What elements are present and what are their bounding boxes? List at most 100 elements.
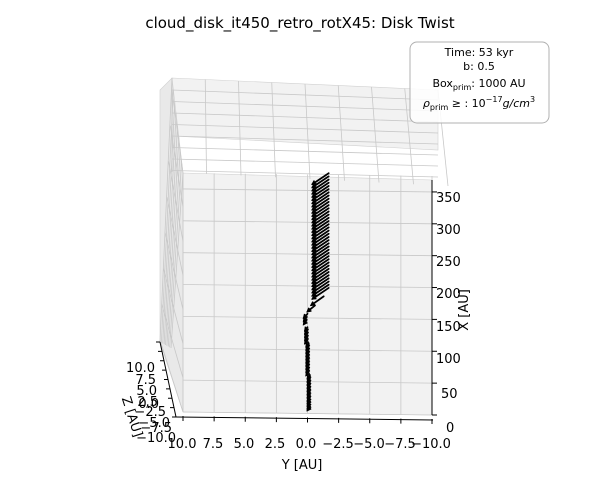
quiver-arrow — [311, 210, 330, 224]
x-tick-labels: 0 50 100 150 200 250 300 350 — [436, 191, 461, 436]
quiver-arrow — [311, 197, 330, 211]
grid-line — [171, 158, 439, 167]
x-tick-label: 150 — [436, 320, 461, 335]
quiver-arrow — [311, 185, 330, 198]
y-tick-label: −5.0 — [353, 437, 385, 452]
x-tick-label: 0 — [446, 421, 454, 436]
quiver-arrow — [311, 236, 330, 249]
quiver-arrow — [311, 188, 330, 201]
quiver-arrow — [311, 178, 330, 192]
grid-line — [337, 85, 345, 181]
x-tick-label: 300 — [436, 223, 461, 238]
z-tick-label: −5.0 — [138, 416, 170, 431]
axes — [156, 180, 437, 424]
grid-line — [165, 125, 178, 346]
grid-line — [159, 339, 184, 413]
legend-rho-exp: −17 — [486, 95, 503, 104]
quiver-arrow — [306, 304, 316, 313]
quiver-arrow — [304, 326, 309, 332]
legend-impact-parameter: b: 0.5 — [463, 60, 495, 73]
legend-rho-unit: g/cm — [503, 97, 530, 110]
grid-line — [171, 147, 439, 156]
quiver-arrow — [311, 251, 330, 265]
grid-line — [163, 268, 184, 344]
quiver-arrow — [311, 204, 330, 217]
z-tick-label: −7.5 — [140, 421, 172, 436]
quiver-arrow — [311, 200, 330, 214]
grid-line — [171, 112, 439, 123]
grid-line — [371, 86, 380, 183]
y-axis-line — [175, 416, 434, 421]
legend-rho-sub: prim — [430, 103, 449, 112]
y-tick-label: 0.0 — [296, 437, 317, 452]
quiver-arrow — [302, 312, 309, 320]
z-tick-label: 5.0 — [136, 384, 157, 399]
quiver-arrow — [311, 229, 330, 243]
x-tick-label: 250 — [436, 255, 461, 270]
y-tick-label: 10.0 — [168, 437, 197, 452]
x-tick-label: 350 — [436, 191, 461, 206]
quiver-arrow — [311, 280, 330, 294]
quiver-arrow — [311, 226, 330, 240]
quiver-arrow — [311, 264, 330, 278]
quiver — [302, 172, 330, 412]
quiver-arrow — [311, 232, 330, 246]
quiver-arrow — [311, 220, 330, 233]
quiver-arrow — [311, 239, 330, 252]
quiver-arrow — [311, 175, 330, 189]
x-tick-label: 100 — [436, 352, 461, 367]
legend-box — [409, 41, 550, 124]
quiver-arrow — [311, 172, 330, 186]
chart-title: cloud_disk_it450_retro_rotX45: Disk Twis… — [145, 14, 454, 33]
quiver-arrow — [311, 216, 330, 230]
x-tick-label: 200 — [436, 287, 461, 302]
quiver-arrow — [311, 207, 330, 221]
quiver-arrow — [311, 277, 330, 291]
quiver-arrow — [309, 295, 325, 307]
y-tick-label: 7.5 — [203, 437, 224, 452]
grid-line — [170, 172, 184, 349]
quiver-arrow — [311, 248, 330, 262]
legend-box-prefix: Box — [432, 77, 453, 90]
quiver-arrow — [311, 191, 330, 205]
grid-line — [304, 83, 311, 180]
grid-line — [171, 89, 439, 101]
y-tick-labels: 10.0 7.5 5.0 2.5 0.0 −2.5 −5.0 −7.5 −10.… — [168, 437, 451, 452]
legend-box-sub: prim — [453, 83, 472, 92]
grid-line — [404, 88, 414, 185]
grid-line — [169, 125, 184, 208]
x-axis-label: X [AU] — [457, 289, 472, 331]
quiver-arrow — [305, 342, 311, 348]
grid-line — [166, 137, 180, 346]
z-tick-label: 7.5 — [135, 373, 156, 388]
legend-density-threshold: ρprim ≥ : 10−17g/cm3 — [423, 95, 535, 112]
grid-line — [171, 135, 439, 145]
quiver-arrow — [311, 242, 330, 256]
legend-box-suffix: : 1000 AU — [471, 77, 525, 90]
z-tick-label: 10.0 — [126, 361, 155, 376]
grid-line — [164, 232, 184, 310]
z-tick-label: 0.0 — [138, 397, 159, 412]
quiver-arrow — [311, 194, 330, 208]
grid-line — [171, 124, 439, 134]
grid-line — [238, 80, 242, 176]
z-tick-label: −2.5 — [134, 405, 166, 420]
grid-line — [204, 79, 207, 174]
quiver-arrow — [311, 258, 330, 272]
grid-line — [160, 89, 174, 343]
quiver-arrow — [311, 274, 330, 288]
quiver-arrow — [311, 223, 330, 237]
grid-line — [169, 161, 183, 348]
z-tick-label: −10.0 — [136, 431, 176, 446]
quiver-arrow — [311, 213, 330, 227]
y-tick-label: −10.0 — [411, 437, 451, 452]
grid-line — [167, 149, 181, 347]
quiver-arrow — [311, 245, 330, 259]
legend: Time: 53 kyr b: 0.5 Boxprim: 1000 AU ρpr… — [409, 41, 550, 124]
y-tick-label: −2.5 — [322, 437, 354, 452]
y-tick-label: 2.5 — [265, 437, 286, 452]
quiver-arrow — [311, 261, 330, 275]
legend-rho-rel: ≥ : 10 — [448, 97, 485, 110]
quiver-arrow — [311, 267, 330, 281]
